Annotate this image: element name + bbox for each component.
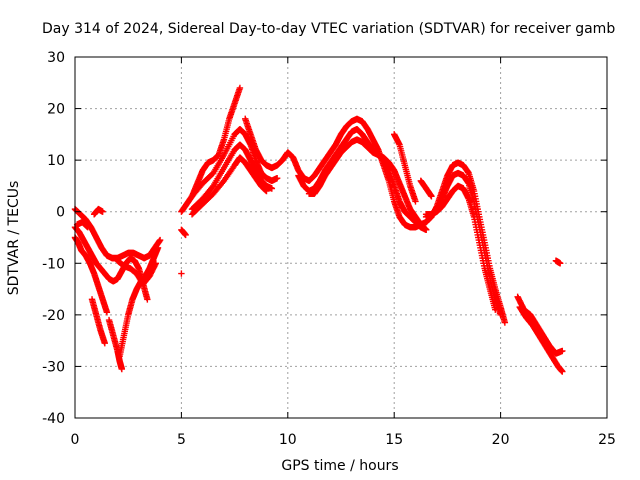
series-track-10 — [178, 84, 244, 215]
y-tick-label: -20 — [42, 308, 65, 324]
series-track-9 — [73, 218, 91, 231]
x-tick-label: 10 — [279, 432, 297, 448]
series-track-21 — [417, 177, 435, 200]
data-points — [71, 84, 566, 375]
series-track-25 — [178, 226, 189, 239]
data-point — [497, 311, 504, 319]
data-point — [84, 223, 91, 231]
series-track-8 — [90, 205, 106, 218]
y-tick-label: 10 — [47, 153, 65, 169]
y-tick-label: 20 — [47, 102, 65, 118]
data-point — [152, 260, 160, 267]
x-tick-label: 5 — [177, 432, 186, 448]
series-track-14 — [242, 115, 430, 231]
data-point — [99, 208, 106, 215]
series-track-6 — [116, 244, 162, 360]
series-track-17 — [391, 131, 419, 205]
data-point — [559, 347, 566, 355]
y-axis-label: SDTVAR / TECUs — [6, 181, 22, 296]
axis-ticks — [74, 56, 608, 419]
x-axis-label: GPS time / hours — [281, 458, 398, 474]
data-point — [268, 185, 276, 192]
y-tick-label: -40 — [42, 411, 65, 427]
data-point — [101, 340, 108, 347]
data-point — [273, 174, 281, 182]
series-track-13 — [188, 154, 270, 218]
series-track-20 — [422, 182, 499, 313]
data-point — [422, 226, 430, 233]
data-point — [412, 198, 419, 205]
data-point — [144, 296, 151, 303]
series-track-24 — [552, 257, 564, 267]
y-tick-label: -30 — [42, 359, 65, 375]
data-point — [156, 236, 164, 244]
data-point — [501, 319, 509, 326]
y-tick-label: -10 — [42, 256, 65, 272]
x-tick-label: 25 — [598, 432, 616, 448]
series-track-26 — [178, 270, 185, 277]
x-tick-label: 0 — [71, 432, 80, 448]
x-tick-label: 20 — [492, 432, 510, 448]
data-point — [556, 260, 564, 267]
grid-lines — [75, 57, 607, 418]
y-tick-label: 0 — [56, 205, 65, 221]
chart-title: Day 314 of 2024, Sidereal Day-to-day VTE… — [42, 21, 615, 37]
data-point — [559, 368, 566, 375]
series-track-4 — [88, 296, 108, 347]
data-point — [118, 365, 126, 373]
data-point — [103, 309, 111, 316]
series-track-7 — [114, 257, 160, 288]
plot-frame — [74, 56, 608, 419]
data-point — [236, 84, 244, 92]
tick-labels: 0 5 10 15 20 25 -40 -30 -20 -10 0 10 20 30 — [42, 50, 616, 448]
series-track-16 — [305, 136, 430, 233]
series-track-22 — [514, 293, 566, 357]
data-point — [182, 231, 189, 239]
series-track-11 — [188, 126, 281, 200]
series-track-2 — [71, 223, 151, 303]
series-track-1 — [71, 205, 164, 262]
x-tick-label: 15 — [385, 432, 403, 448]
data-point — [263, 187, 270, 195]
data-point — [428, 193, 435, 200]
data-point — [492, 306, 499, 313]
y-tick-label: 30 — [47, 50, 65, 66]
data-point — [154, 244, 162, 252]
series-track-3 — [71, 234, 111, 316]
series-track-23 — [516, 303, 566, 375]
data-point — [178, 270, 185, 277]
